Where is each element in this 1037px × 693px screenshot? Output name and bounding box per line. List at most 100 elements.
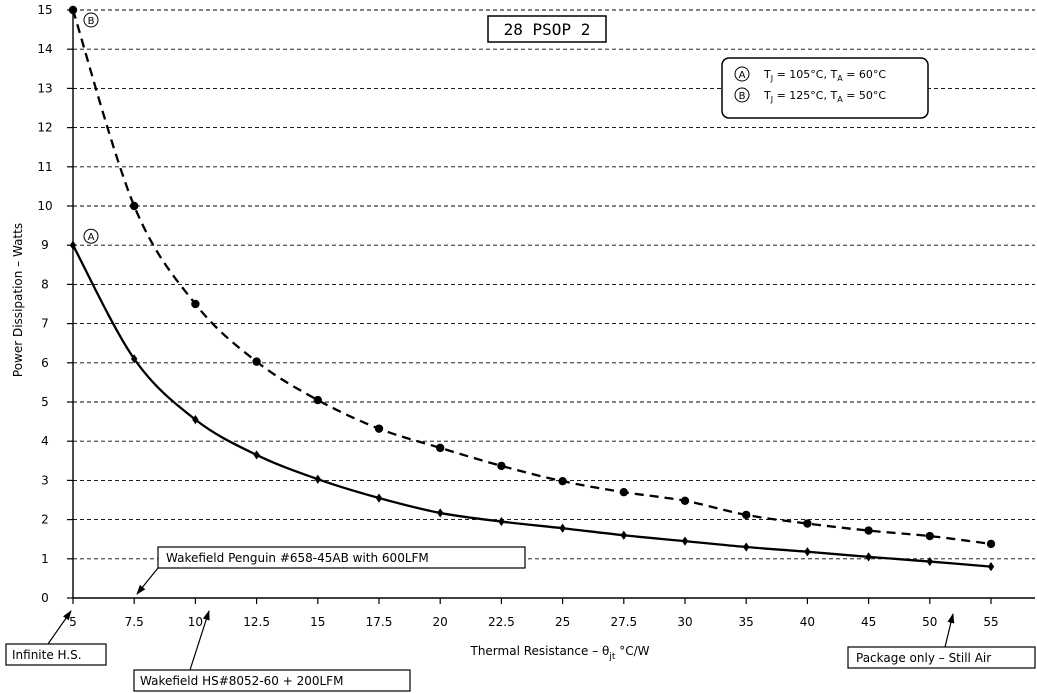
series-A-point-1	[130, 354, 138, 364]
legend-A-key: A	[739, 70, 746, 81]
y-tick-label-4: 4	[41, 434, 49, 448]
series-B-point-0	[68, 5, 78, 15]
x-tick-label-7.5: 7.5	[125, 615, 144, 629]
x-tick-label-35: 35	[739, 615, 754, 629]
series-A-point-9	[620, 530, 628, 540]
series-B-point-4	[313, 395, 322, 405]
series-A-point-12	[804, 547, 811, 557]
y-tick-label-11: 11	[37, 160, 52, 174]
series-A-point-14	[926, 556, 934, 567]
legend-A-circle	[734, 66, 750, 82]
series-B-point-14	[925, 531, 934, 541]
y-tick-label-12: 12	[37, 121, 52, 135]
legend-A-text: TJ = 105°C, TA = 60°C	[763, 68, 886, 83]
series-A-point-6	[436, 508, 444, 518]
x-tick-label-40: 40	[800, 615, 815, 629]
series-B-point-11	[742, 510, 751, 520]
plot-area	[72, 8, 1035, 599]
series-A-line	[71, 244, 992, 568]
y-tick-label-2: 2	[41, 513, 49, 527]
series-B-point-15	[986, 539, 996, 549]
legend-B-key: B	[739, 91, 746, 102]
callout-infinite-hs-text: Infinite H.S.	[12, 648, 82, 662]
x-tick-label-5: 5	[69, 615, 77, 629]
series-A-point-3	[253, 450, 260, 460]
x-tick-label-20: 20	[433, 615, 448, 629]
callout-infinite-hs-arrow	[47, 610, 72, 645]
callout-package-only: Package only – Still Air	[847, 613, 1036, 669]
legend-B-text: TJ = 125°C, TA = 50°C	[763, 89, 886, 104]
series-A-point-15	[987, 562, 995, 572]
x-axis-title-main: Thermal Resistance – θ	[469, 644, 609, 658]
callout-wakefield-hs-box	[133, 669, 411, 692]
series-B-point-9	[619, 487, 628, 497]
callout-package-only-arrow	[944, 613, 955, 648]
chart-title: 28 PSOP 2	[504, 20, 591, 39]
series-B-point-12	[803, 519, 812, 528]
y-tick-label-14: 14	[37, 42, 52, 56]
callout-wakefield-penguin-box	[157, 546, 526, 569]
x-axis-ticks: 5 7.5 10 12.5 15 17.5 20 22.5 25 27.5 30 35 40 45 50 55	[69, 598, 999, 629]
x-tick-label-50: 50	[922, 615, 937, 629]
callout-package-only-text: Package only – Still Air	[856, 651, 991, 665]
series-B-point-3	[252, 357, 261, 366]
series-A-point-8	[559, 523, 566, 533]
series-B-point-10	[680, 496, 690, 505]
x-tick-label-25: 25	[555, 615, 570, 629]
callout-wakefield-penguin-text: Wakefield Penguin #658-45AB with 600LFM	[166, 551, 429, 565]
x-tick-label-45: 45	[861, 615, 876, 629]
y-tick-label-9: 9	[41, 238, 49, 252]
series-B-label-circle	[83, 12, 99, 28]
series-B-point-7	[497, 461, 506, 471]
legend-B-circle	[734, 87, 750, 103]
series-B-point-6	[436, 443, 445, 453]
y-axis-title: Power Dissipation – Watts	[11, 223, 25, 377]
y-tick-label-7: 7	[41, 317, 49, 331]
callout-infinite-hs: Infinite H.S.	[5, 610, 107, 666]
y-tick-label-5: 5	[41, 395, 49, 409]
callouts: Wakefield Penguin #658-45AB with 600LFM …	[5, 546, 1036, 692]
series-B-label: B	[88, 16, 95, 27]
series-A-label: A	[88, 232, 95, 243]
series-point-labels: AB	[83, 12, 99, 244]
series-B-point-2	[191, 299, 200, 309]
series-B-point-13	[864, 526, 873, 535]
chart-title-group: 28 PSOP 2	[487, 15, 607, 43]
series-A-point-11	[742, 542, 750, 552]
y-tick-label-0: 0	[41, 591, 49, 605]
callout-wakefield-hs-text: Wakefield HS#8052-60 + 200LFM	[140, 674, 343, 688]
x-tick-label-27.5: 27.5	[610, 615, 637, 629]
x-tick-label-17.5: 17.5	[366, 615, 393, 629]
callout-wakefield-hs-arrow	[189, 610, 210, 671]
x-tick-label-30: 30	[677, 615, 692, 629]
callout-wakefield-penguin-arrow	[136, 567, 159, 595]
series-B-point-1	[130, 201, 139, 211]
x-tick-label-12.5: 12.5	[243, 615, 270, 629]
series-A-point-2	[192, 415, 199, 425]
series-B-point-5	[374, 424, 384, 433]
y-tick-label-6: 6	[41, 356, 49, 370]
series-A-point-10	[681, 536, 689, 546]
series-A-label-circle	[83, 228, 99, 244]
x-tick-label-55: 55	[983, 615, 998, 629]
y-tick-label-3: 3	[41, 473, 49, 487]
series-A-point-0	[69, 240, 77, 250]
series-A-point-4	[314, 474, 322, 484]
callout-package-only-box	[847, 646, 1036, 669]
x-axis-title-subscript: jt	[608, 652, 616, 662]
y-tick-label-8: 8	[41, 277, 49, 291]
callout-infinite-hs-box	[5, 643, 107, 666]
series-A-point-7	[498, 516, 505, 527]
x-tick-label-22.5: 22.5	[488, 615, 515, 629]
legend-box	[721, 57, 929, 119]
callout-wakefield-hs: Wakefield HS#8052-60 + 200LFM	[133, 610, 411, 692]
chart-title-box	[487, 15, 607, 43]
y-tick-label-10: 10	[37, 199, 52, 213]
series-A-point-13	[865, 552, 872, 562]
legend-entries: A TJ = 105°C, TA = 60°C B TJ = 125°C, TA = …	[734, 66, 886, 104]
x-tick-label-10: 10	[188, 615, 203, 629]
y-tick-label-1: 1	[41, 552, 49, 566]
series-B-point-8	[558, 476, 567, 486]
